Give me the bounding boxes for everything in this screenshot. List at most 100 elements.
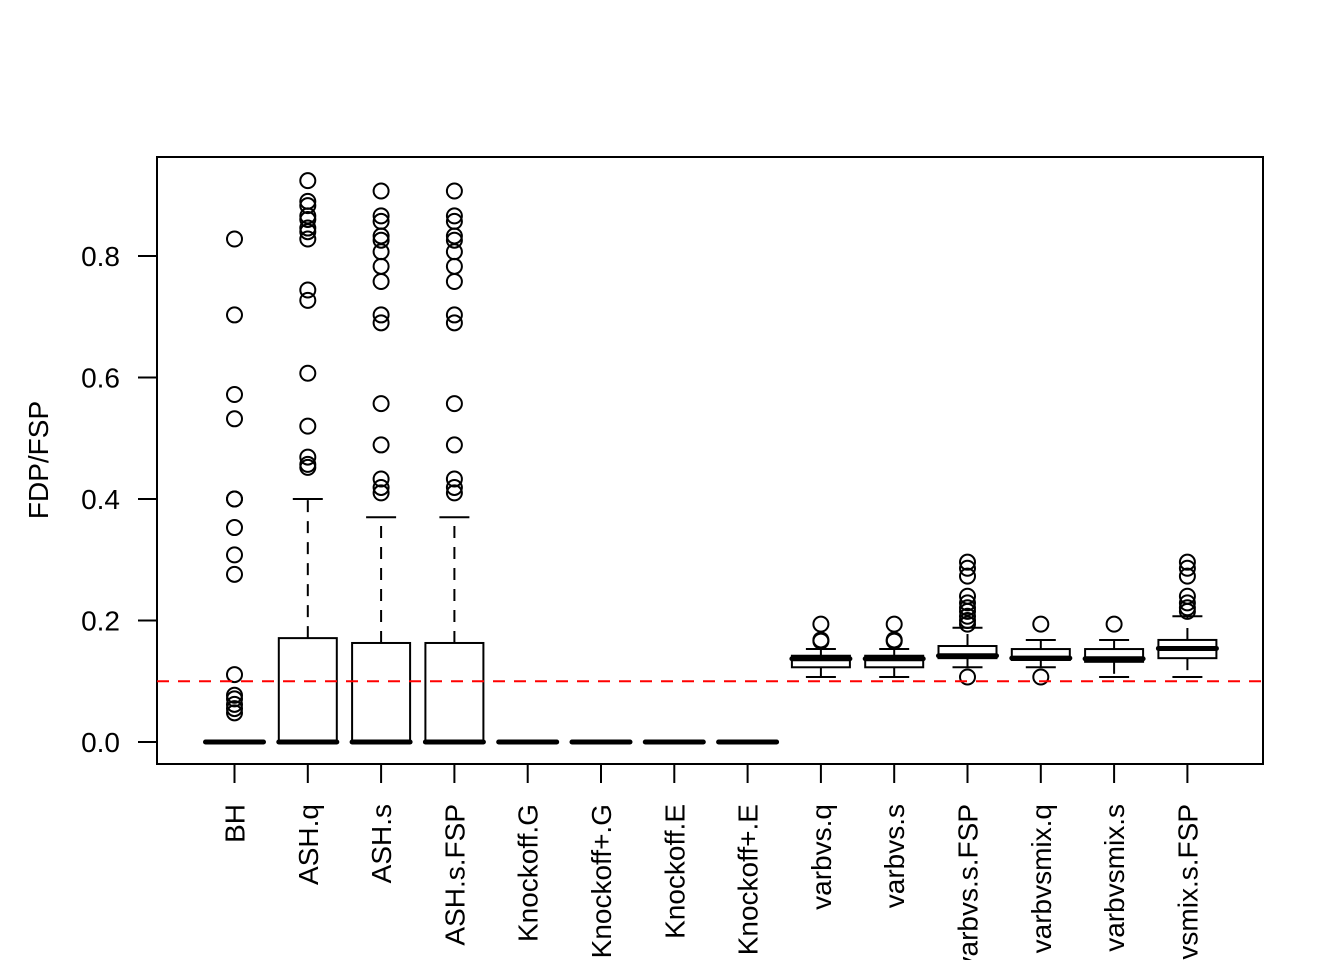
outlier-point [959,559,976,577]
outlier-point [445,395,463,413]
outlier-point [226,565,243,583]
outlier-point [226,306,243,324]
x-tick-label: Knockoff.E [659,804,690,939]
outlier-point [445,207,463,225]
outlier-point [1178,602,1196,620]
x-tick-label: varbvsmix.q [1026,804,1057,953]
outlier-point [445,436,463,454]
outlier-point [226,519,243,537]
outlier-point [959,567,976,585]
outlier-point [885,632,903,650]
outlier-point [445,478,463,496]
x-tick-label: Knockoff+.E [733,804,764,955]
outlier-point [445,306,463,324]
outlier-point [226,546,243,564]
outlier-point [372,182,390,200]
outlier-point [226,230,243,248]
outlier-point [372,273,390,291]
outlier-point [959,602,976,620]
y-tick-label: 0.0 [81,727,120,758]
outlier-point [226,666,243,684]
x-tick-label: varbvs.s.FSP [953,804,984,960]
outlier-point [372,470,390,488]
box-varbvsmix-s [1082,615,1146,678]
box-varbvs-s [862,615,926,678]
outlier-point [445,257,463,275]
outlier-point [1178,594,1196,612]
outlier-point [226,386,243,404]
outlier-point [226,490,243,508]
outlier-point [299,364,317,382]
x-tick-label: ASH.q [293,804,324,885]
outlier-point [372,436,390,454]
outlier-point [959,668,976,686]
box-varbvs-s-fsp [936,553,999,686]
box-iqr [351,641,412,743]
outlier-point [299,172,317,190]
x-tick-label: ASH.s [366,804,397,883]
outlier-point [445,470,463,488]
outlier-point [372,207,390,225]
outlier-point [299,197,317,215]
plot-frame [156,156,1264,765]
outlier-point [445,273,463,291]
outlier-point [299,281,317,299]
outlier-point [1032,615,1050,633]
outlier-point [226,704,243,722]
outlier-point [1032,668,1050,686]
x-tick-label: ASH.s.FSP [439,804,470,946]
y-axis: 0.0 0.2 0.4 0.6 0.8 [81,241,157,758]
outlier-point [372,395,390,413]
outlier-point [445,243,463,261]
outlier-point [299,211,317,229]
outlier-point [372,231,390,249]
outlier-point [1178,559,1196,577]
outlier-point [299,223,317,241]
outlier-point [372,306,390,324]
outlier-point [1105,615,1123,633]
box-ash-q [276,172,340,745]
outlier-point [372,478,390,496]
outlier-point [226,410,243,428]
outlier-point [299,230,317,248]
outlier-point [372,484,390,502]
x-tick-label: varbvsmix.s [1099,804,1130,952]
box-varbvsmix-s-fsp [1155,553,1219,678]
x-tick-label: varbvsmix.s.FSP [1172,804,1203,960]
x-tick-label: varbvs.s [879,804,910,908]
outlier-point [885,615,903,633]
y-tick-label: 0.4 [81,484,120,515]
outlier-point [299,291,317,309]
outlier-point [299,448,317,466]
outlier-point [299,417,317,435]
y-tick-label: 0.2 [81,606,120,637]
outlier-point [445,484,463,502]
outlier-point [372,243,390,261]
box-iqr [277,637,338,743]
y-tick-label: 0.8 [81,241,120,272]
x-tick-label: BH [220,804,251,843]
outlier-point [299,458,317,476]
box-ash-s-fsp [422,182,486,745]
outlier-point [1178,567,1196,585]
box-ash-s [349,182,413,745]
box-varbvsmix-q [1009,615,1073,686]
box-varbvs-q [789,615,853,678]
outlier-point [226,690,243,708]
box-iqr [864,654,925,669]
outlier-point [959,553,976,571]
outlier-point [372,257,390,275]
box-bh [203,230,266,745]
x-tick-label: varbvs.q [806,804,837,910]
x-tick-label: Knockoff.G [513,804,544,942]
outlier-point [226,695,243,713]
box-iqr [424,641,485,743]
outlier-point [959,607,976,625]
outlier-point [812,632,830,650]
outlier-point [1178,553,1196,571]
outlier-point [812,615,830,633]
boxes-layer [203,172,1219,745]
outlier-point [445,231,463,249]
y-axis-title: FDP/FSP [23,401,54,519]
